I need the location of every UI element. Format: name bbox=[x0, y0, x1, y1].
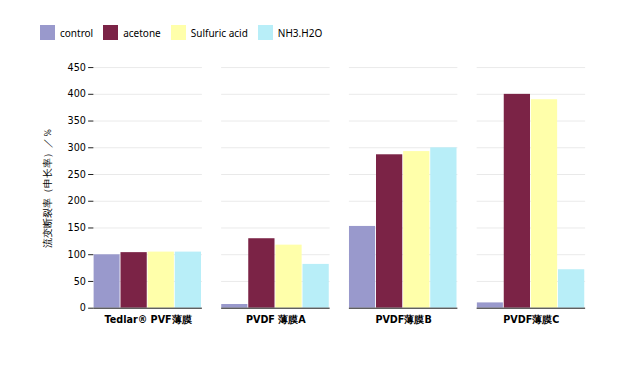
svg-text:350: 350 bbox=[68, 115, 86, 126]
svg-text:流变断裂率（申长率）／％: 流变断裂率（申长率）／％ bbox=[42, 128, 53, 248]
svg-text:300: 300 bbox=[68, 142, 86, 153]
html-text:Sulfuric acid: Sulfuric acid bbox=[190, 25, 248, 40]
html-text:acetone: acetone bbox=[123, 25, 161, 40]
svg-text:50: 50 bbox=[74, 276, 86, 287]
html-text:NH3.H2O: NH3.H2O bbox=[277, 25, 323, 40]
svg-text:0: 0 bbox=[80, 302, 86, 313]
svg-text:PVDF薄膜C: PVDF薄膜C bbox=[503, 314, 559, 325]
svg-text:400: 400 bbox=[68, 88, 86, 99]
html-text:control: control bbox=[60, 25, 94, 40]
svg-text:200: 200 bbox=[68, 195, 86, 206]
svg-text:Tedlar® PVF薄膜: Tedlar® PVF薄膜 bbox=[104, 314, 192, 325]
svg-text:250: 250 bbox=[68, 169, 86, 180]
svg-text:100: 100 bbox=[68, 249, 86, 260]
svg-text:PVDF薄膜B: PVDF薄膜B bbox=[375, 314, 431, 325]
svg-text:450: 450 bbox=[68, 62, 86, 73]
svg-text:PVDF 薄膜A: PVDF 薄膜A bbox=[246, 314, 306, 325]
svg-text:150: 150 bbox=[68, 222, 86, 233]
